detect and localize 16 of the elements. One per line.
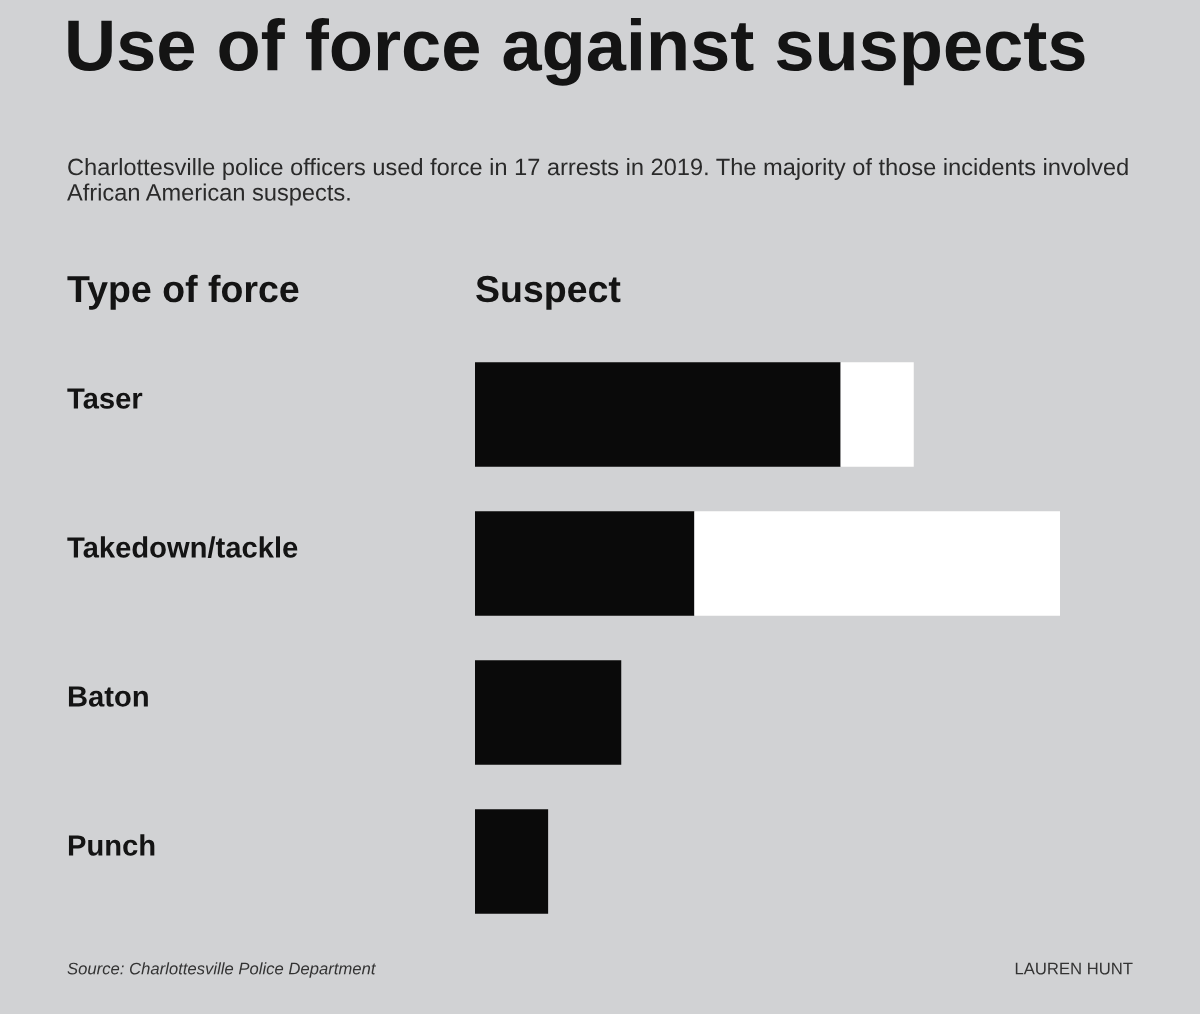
bar xyxy=(840,362,914,467)
x-axis-title: Suspect xyxy=(476,275,621,310)
y-tick-label: Takedown/tackle xyxy=(67,536,298,559)
chart-subtitle: Charlottesville police officers used force in 17 arrests in 2019. The majority of those incidents involved African American suspects. xyxy=(67,158,1128,206)
chart-title: Use of force against suspects xyxy=(68,18,1085,86)
bar xyxy=(475,362,841,467)
source-note: Source: Charlottesville Police Department xyxy=(67,962,377,978)
y-tick-label: Baton xyxy=(68,686,148,707)
bar xyxy=(475,660,622,765)
y-tick-label: Punch xyxy=(68,834,155,856)
bar xyxy=(475,809,549,914)
text: LAUREN HUNT xyxy=(1015,962,1133,975)
y-tick-label: Taser xyxy=(67,388,143,409)
bar xyxy=(694,511,1060,616)
y-axis-title: Type of force xyxy=(67,274,299,310)
bar xyxy=(475,511,695,616)
